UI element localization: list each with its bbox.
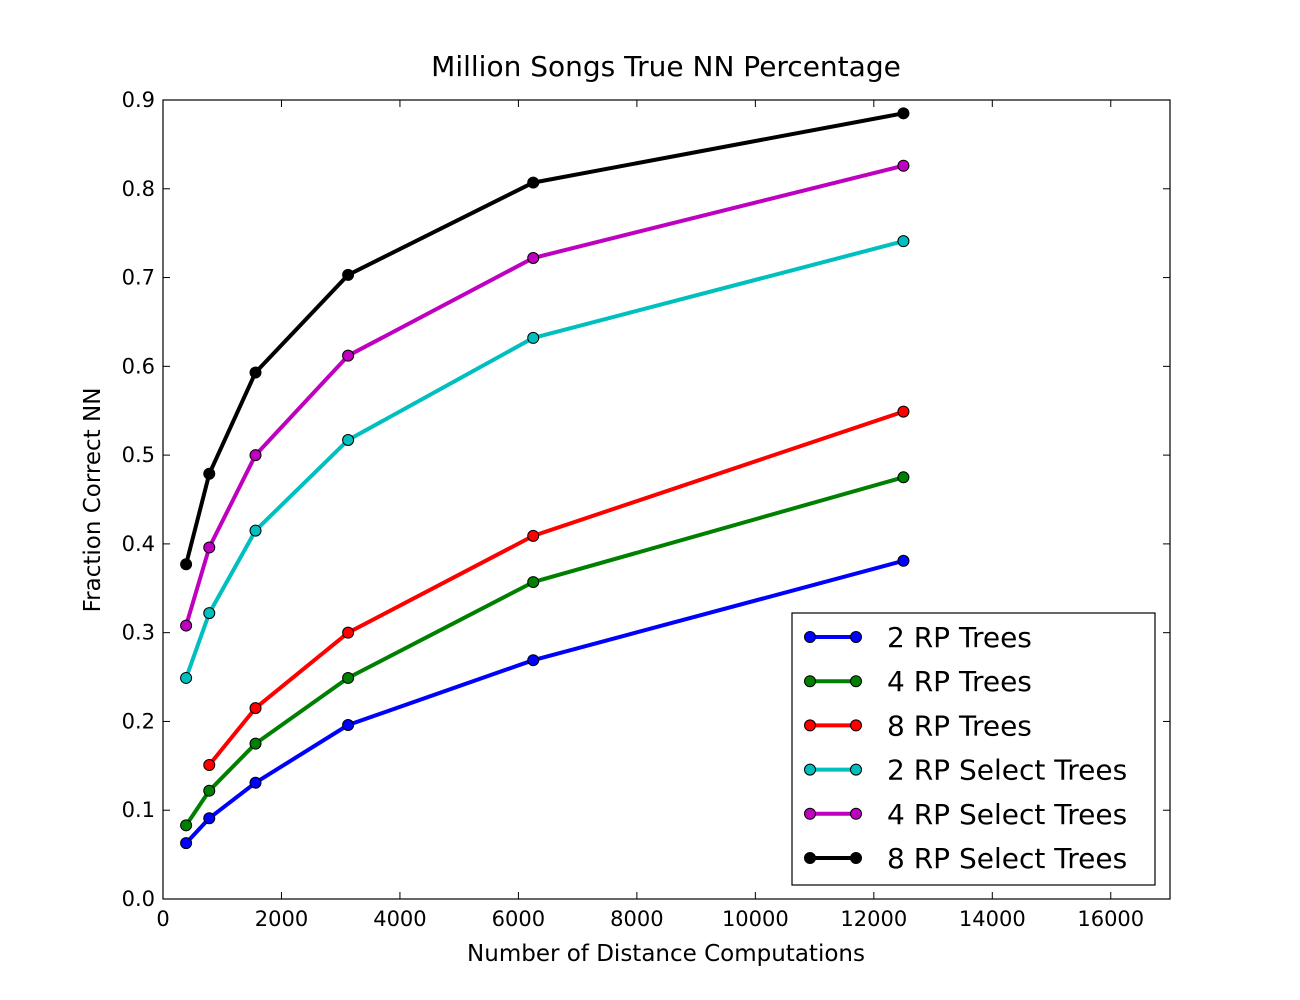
- x-axis-label: Number of Distance Computations: [467, 941, 865, 967]
- data-point: [342, 349, 355, 362]
- data-point: [342, 268, 355, 281]
- series-4: [180, 235, 910, 684]
- x-tick-label: 0: [156, 907, 169, 931]
- legend-marker: [804, 807, 816, 820]
- series-6: [180, 107, 910, 571]
- legend-item: 2 RP Trees: [804, 621, 1032, 654]
- legend-label: 4 RP Trees: [887, 665, 1032, 698]
- data-point: [342, 671, 355, 684]
- data-point: [249, 702, 262, 715]
- axis-ticks: 0 2000 4000 6000 8000 10000 12000 14000 16000 0.0…: [122, 88, 1170, 931]
- data-point: [897, 235, 910, 248]
- data-point: [249, 524, 262, 537]
- data-point: [527, 252, 540, 265]
- data-point: [249, 449, 262, 462]
- series-line: [184, 239, 904, 679]
- data-point: [897, 471, 910, 484]
- y-tick-label: 0.6: [122, 354, 155, 378]
- data-point: [527, 529, 540, 542]
- data-point: [203, 541, 216, 554]
- y-axis-label: Fraction Correct NN: [80, 388, 106, 613]
- y-tick-label: 0.1: [122, 798, 155, 822]
- series-1: [180, 554, 910, 850]
- legend-marker: [850, 675, 862, 688]
- legend-marker: [850, 807, 862, 820]
- legend-label: 2 RP Trees: [887, 621, 1032, 654]
- y-tick-label: 0.2: [122, 709, 155, 733]
- y-tick-label: 0.4: [122, 532, 155, 556]
- legend-box: [791, 612, 1156, 886]
- series-line: [184, 475, 904, 827]
- x-tick-label: 2000: [255, 907, 308, 931]
- legend: 2 RP Trees 4 RP Trees 8 RP Trees 2 RP Selec…: [791, 612, 1156, 886]
- data-point: [897, 159, 910, 172]
- data-point: [897, 554, 910, 567]
- data-point: [249, 776, 262, 789]
- legend-label: 8 RP Select Trees: [887, 842, 1127, 875]
- legend-item: 8 RP Trees: [804, 709, 1032, 742]
- data-point: [203, 812, 216, 825]
- y-tick-label: 0.0: [122, 887, 155, 911]
- x-tick-label: 8000: [610, 907, 663, 931]
- x-tick-label: 12000: [840, 907, 907, 931]
- data-point: [249, 737, 262, 750]
- data-point: [527, 576, 540, 589]
- legend-marker: [850, 719, 862, 732]
- data-point: [180, 671, 193, 684]
- data-point: [342, 626, 355, 639]
- legend-marker: [850, 631, 862, 643]
- legend-marker: [804, 631, 816, 643]
- legend-item: 8 RP Select Trees: [804, 842, 1127, 875]
- legend-marker: [804, 719, 816, 732]
- legend-item: 4 RP Select Trees: [804, 798, 1127, 831]
- series-line: [184, 111, 904, 565]
- data-point: [897, 405, 910, 418]
- legend-marker: [850, 763, 862, 776]
- series-line: [184, 163, 904, 627]
- data-point: [180, 819, 193, 832]
- legend-marker: [804, 852, 816, 864]
- data-point: [527, 331, 540, 344]
- legend-item: 2 RP Select Trees: [804, 754, 1127, 787]
- legend-marker: [804, 763, 816, 776]
- legend-label: 4 RP Select Trees: [887, 798, 1127, 831]
- data-point: [180, 558, 193, 571]
- series-5: [180, 159, 910, 632]
- data-point: [342, 718, 355, 731]
- legend-label: 2 RP Select Trees: [887, 754, 1127, 787]
- data-point: [203, 467, 216, 480]
- x-tick-label: 14000: [959, 907, 1026, 931]
- plot-frame: [162, 99, 1171, 900]
- y-tick-label: 0.9: [122, 88, 155, 112]
- chart-title: Million Songs True NN Percentage: [431, 50, 901, 83]
- legend-marker: [804, 675, 816, 688]
- legend-marker: [850, 852, 862, 864]
- plot-series: [180, 107, 910, 850]
- y-tick-label: 0.3: [122, 621, 155, 645]
- x-tick-label: 16000: [1077, 907, 1144, 931]
- legend-item: 4 RP Trees: [804, 665, 1032, 698]
- x-tick-label: 10000: [722, 907, 789, 931]
- x-tick-label: 4000: [373, 907, 426, 931]
- data-point: [249, 366, 262, 379]
- data-point: [897, 107, 910, 120]
- data-point: [342, 434, 355, 447]
- data-point: [203, 758, 216, 771]
- data-point: [180, 837, 193, 850]
- data-point: [203, 607, 216, 620]
- data-point: [527, 176, 540, 189]
- legend-label: 8 RP Trees: [887, 709, 1032, 742]
- y-tick-label: 0.8: [122, 177, 155, 201]
- data-point: [527, 654, 540, 667]
- data-point: [203, 784, 216, 797]
- data-point: [180, 619, 193, 632]
- x-tick-label: 6000: [492, 907, 545, 931]
- series-3: [203, 405, 910, 771]
- y-tick-label: 0.7: [122, 266, 155, 290]
- y-tick-label: 0.5: [122, 443, 155, 467]
- series-2: [180, 471, 910, 832]
